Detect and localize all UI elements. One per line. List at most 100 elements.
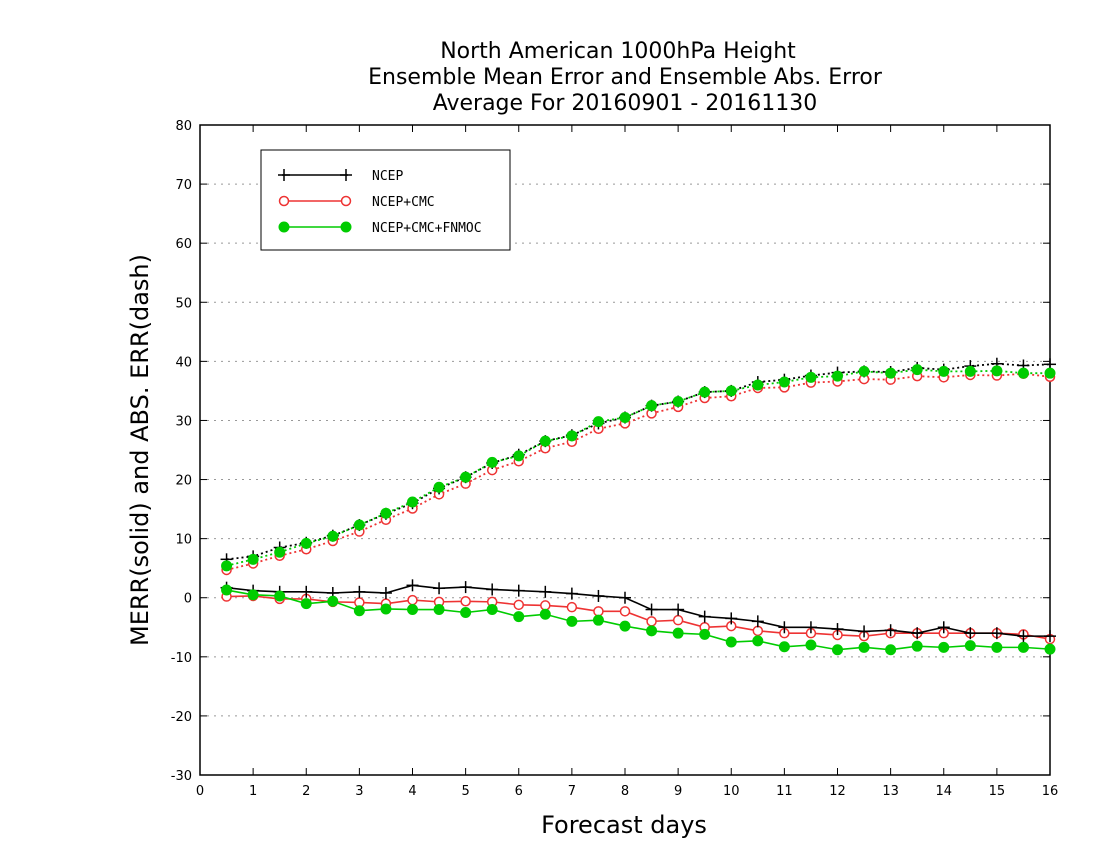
legend-label: NCEP+CMC+FNMOC bbox=[372, 221, 482, 236]
merr-point bbox=[938, 641, 950, 653]
merr-point bbox=[778, 641, 790, 653]
abs-err-point bbox=[513, 450, 525, 462]
merr-point bbox=[911, 627, 924, 640]
series-ncep bbox=[220, 357, 1056, 643]
x-tick-label: 4 bbox=[408, 784, 416, 799]
merr-point bbox=[645, 603, 658, 616]
merr-point bbox=[353, 585, 366, 598]
abs-err-point bbox=[832, 370, 843, 382]
merr-point bbox=[646, 616, 657, 627]
abs-err-line bbox=[226, 368, 1050, 567]
legend-marker bbox=[278, 195, 290, 207]
abs-err-point bbox=[1044, 367, 1056, 379]
abs-err-point bbox=[646, 400, 658, 412]
merr-line bbox=[226, 589, 1051, 651]
abs-err-point bbox=[778, 376, 790, 388]
abs-err-point bbox=[353, 519, 365, 531]
merr-point bbox=[646, 625, 658, 637]
abs-err-point bbox=[460, 471, 472, 483]
legend-box bbox=[260, 149, 511, 251]
merr-point bbox=[619, 606, 631, 617]
x-tick-label: 12 bbox=[829, 784, 846, 799]
legend-marker bbox=[278, 169, 290, 181]
x-tick-label: 1 bbox=[249, 784, 257, 799]
y-tick-label: -30 bbox=[171, 769, 192, 784]
merr-point bbox=[433, 582, 446, 595]
merr-point bbox=[379, 587, 392, 599]
merr-point bbox=[353, 605, 365, 617]
merr-point bbox=[1017, 641, 1029, 653]
merr-point bbox=[486, 604, 498, 616]
abs-err-point bbox=[752, 379, 764, 391]
abs-err-point bbox=[699, 386, 711, 398]
abs-err-point bbox=[539, 435, 551, 447]
abs-err-point bbox=[938, 365, 950, 377]
merr-point bbox=[380, 603, 392, 615]
merr-point bbox=[858, 641, 870, 653]
merr-point bbox=[725, 636, 737, 648]
abs-err-point bbox=[380, 507, 392, 519]
merr-point bbox=[593, 606, 604, 617]
legend: NCEP NCEP+CMC NCEP+CMC+FNMOC bbox=[260, 149, 511, 251]
merr-point bbox=[699, 628, 711, 640]
series-layer bbox=[220, 357, 1056, 656]
merr-point bbox=[672, 603, 685, 616]
merr-point bbox=[752, 635, 764, 647]
abs-err-point bbox=[274, 546, 286, 558]
x-tick-label: 6 bbox=[515, 784, 523, 799]
abs-err-point bbox=[247, 553, 259, 565]
abs-err-point bbox=[300, 537, 312, 549]
y-tick-label: -20 bbox=[171, 710, 192, 725]
abs-err-point bbox=[911, 364, 923, 376]
x-tick-label: 10 bbox=[723, 784, 740, 799]
x-tick-label: 2 bbox=[302, 784, 310, 799]
x-tick-label: 16 bbox=[1042, 784, 1059, 799]
merr-point bbox=[911, 640, 923, 652]
y-tick-label: -10 bbox=[171, 651, 192, 666]
merr-point bbox=[406, 579, 419, 592]
series-ncep-cmc bbox=[221, 368, 1056, 645]
merr-point bbox=[805, 639, 817, 651]
merr-point bbox=[300, 598, 312, 610]
legend-marker bbox=[340, 169, 352, 181]
merr-point bbox=[858, 625, 871, 638]
merr-point bbox=[725, 612, 738, 625]
abs-err-point bbox=[619, 412, 631, 423]
merr-point bbox=[964, 627, 977, 640]
abs-err-point bbox=[858, 365, 870, 377]
merr-point bbox=[566, 601, 578, 613]
merr-point bbox=[672, 614, 684, 626]
merr-point bbox=[1017, 630, 1030, 643]
merr-point bbox=[327, 595, 339, 607]
chart-title-line-3: Average For 20160901 - 20161130 bbox=[433, 91, 818, 116]
merr-point bbox=[1044, 630, 1056, 643]
merr-point bbox=[247, 589, 259, 601]
merr-point bbox=[407, 594, 418, 606]
y-tick-label: 50 bbox=[175, 296, 192, 311]
merr-point bbox=[990, 627, 1003, 640]
x-tick-label: 0 bbox=[196, 784, 204, 799]
y-tick-label: 0 bbox=[184, 592, 192, 607]
merr-point bbox=[539, 608, 551, 620]
legend-marker bbox=[278, 221, 290, 233]
merr-point bbox=[300, 585, 313, 598]
abs-err-line bbox=[226, 362, 1051, 561]
abs-err-point bbox=[566, 430, 578, 442]
abs-err-point bbox=[991, 365, 1003, 377]
abs-err-point bbox=[885, 367, 897, 379]
merr-point bbox=[460, 607, 472, 618]
merr-point bbox=[991, 641, 1003, 653]
merr-point bbox=[832, 644, 843, 656]
x-tick-label: 5 bbox=[461, 784, 469, 799]
y-tick-label: 30 bbox=[175, 414, 192, 429]
abs-err-point bbox=[221, 560, 233, 572]
y-tick-label: 80 bbox=[175, 119, 192, 134]
y-tick-label: 70 bbox=[175, 178, 192, 193]
merr-point bbox=[513, 611, 525, 623]
x-tick-label: 9 bbox=[674, 784, 682, 799]
merr-point bbox=[937, 621, 950, 634]
y-axis-label: MERR(solid) and ABS. ERR(dash) bbox=[126, 254, 154, 646]
merr-point bbox=[565, 587, 578, 600]
